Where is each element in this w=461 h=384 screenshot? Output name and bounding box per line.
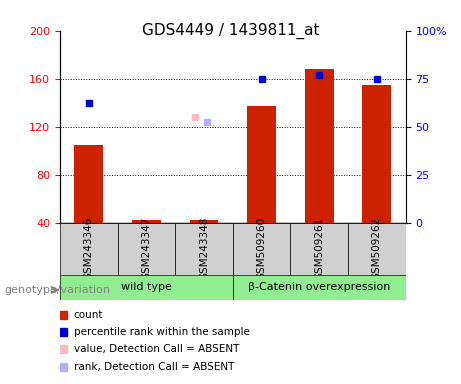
Text: GSM243348: GSM243348 <box>199 217 209 280</box>
FancyBboxPatch shape <box>348 223 406 275</box>
Bar <box>132 220 161 223</box>
Text: GSM509261: GSM509261 <box>314 217 324 280</box>
Text: GSM509260: GSM509260 <box>257 217 266 280</box>
Text: wild type: wild type <box>121 282 172 292</box>
Text: GSM243346: GSM243346 <box>84 217 94 280</box>
Bar <box>362 85 391 223</box>
Bar <box>305 69 334 223</box>
Text: β-Catenin overexpression: β-Catenin overexpression <box>248 282 390 292</box>
Text: genotype/variation: genotype/variation <box>5 285 111 295</box>
Text: percentile rank within the sample: percentile rank within the sample <box>74 327 250 337</box>
FancyBboxPatch shape <box>60 275 233 300</box>
FancyBboxPatch shape <box>118 223 175 275</box>
Text: GSM243347: GSM243347 <box>142 217 151 280</box>
Text: rank, Detection Call = ABSENT: rank, Detection Call = ABSENT <box>74 362 234 372</box>
Text: GSM509262: GSM509262 <box>372 217 382 280</box>
Bar <box>189 220 219 223</box>
FancyBboxPatch shape <box>233 275 406 300</box>
FancyBboxPatch shape <box>233 223 290 275</box>
FancyBboxPatch shape <box>175 223 233 275</box>
FancyBboxPatch shape <box>60 223 118 275</box>
Text: value, Detection Call = ABSENT: value, Detection Call = ABSENT <box>74 344 239 354</box>
Text: GDS4449 / 1439811_at: GDS4449 / 1439811_at <box>142 23 319 39</box>
Bar <box>74 145 103 223</box>
Text: count: count <box>74 310 103 320</box>
Bar <box>247 106 276 223</box>
FancyBboxPatch shape <box>290 223 348 275</box>
